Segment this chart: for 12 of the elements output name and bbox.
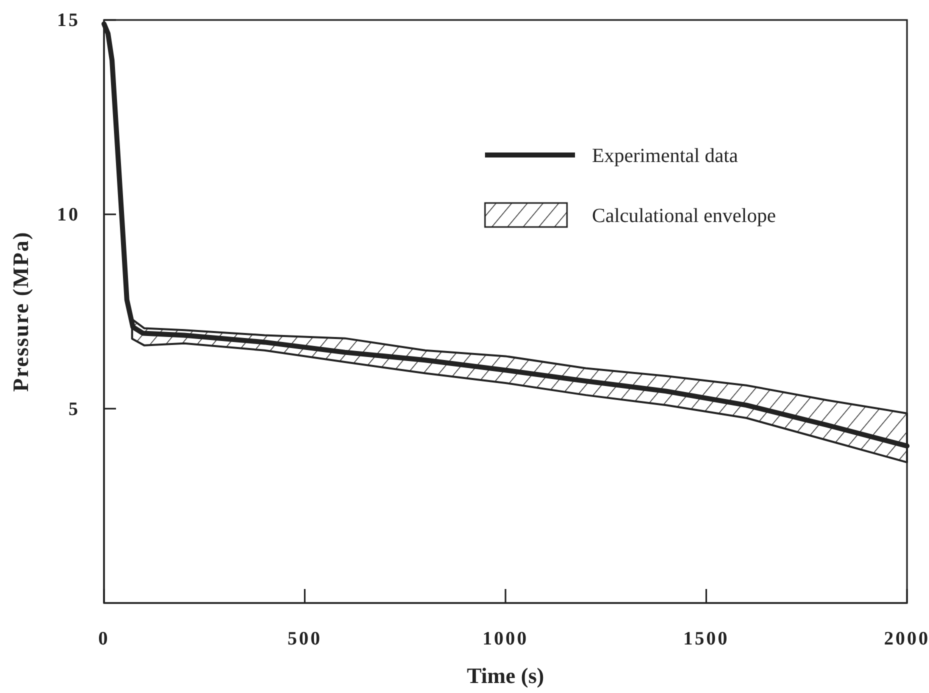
y-axis-title: Pressure (MPa)	[8, 231, 33, 392]
x-tick-label: 500	[288, 628, 322, 650]
y-tick-label: 5	[68, 398, 80, 420]
x-tick-label: 0	[98, 628, 110, 650]
x-tick-label: 2000	[884, 628, 929, 650]
legend-label: Experimental data	[592, 145, 738, 167]
x-tick-label: 1500	[683, 628, 730, 650]
y-tick-label: 10	[57, 204, 80, 226]
y-tick-label: 15	[57, 10, 80, 32]
legend-label: Calculational envelope	[592, 205, 776, 227]
x-tick-label: 1000	[482, 628, 528, 650]
x-axis-title: Time (s)	[466, 663, 544, 688]
